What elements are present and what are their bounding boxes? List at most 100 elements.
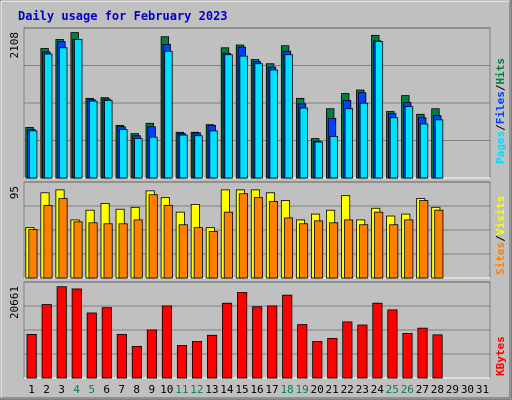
sites-bar xyxy=(298,223,309,279)
kbytes-bar xyxy=(86,312,97,379)
pages-bar xyxy=(269,69,278,179)
x-tick-label: 5 xyxy=(88,383,95,396)
x-tick-label: 28 xyxy=(431,383,444,396)
pages-bar xyxy=(164,50,173,179)
sites-bar xyxy=(344,219,354,279)
pages-bar xyxy=(149,136,158,179)
pages-bar xyxy=(74,39,83,179)
x-tick-label: 19 xyxy=(295,383,308,396)
pages-bar xyxy=(59,47,68,179)
x-tick-label: 9 xyxy=(148,383,155,396)
kbytes-bar xyxy=(282,294,293,379)
pages-bar xyxy=(179,134,188,179)
pages-bar xyxy=(359,102,369,179)
pages-bar xyxy=(44,53,53,179)
visits-sites-bars xyxy=(25,189,444,279)
x-tick-label: 21 xyxy=(326,383,339,396)
sites-bar xyxy=(28,229,38,279)
pages-bar xyxy=(314,141,323,179)
kbytes-bar xyxy=(101,307,112,379)
sites-bar xyxy=(43,204,53,279)
x-tick-label: 12 xyxy=(190,383,203,396)
x-tick-label: 29 xyxy=(446,383,459,396)
kbytes-bar xyxy=(267,305,278,379)
kbytes-bar xyxy=(387,309,398,379)
sites-bar xyxy=(419,200,429,279)
kbytes-bar xyxy=(56,286,67,379)
hits-files-pages-bars xyxy=(25,32,444,179)
x-tick-label: 22 xyxy=(341,383,354,396)
x-tick-label: 1 xyxy=(28,383,35,396)
sites-bar xyxy=(133,219,143,279)
sites-bar xyxy=(88,222,98,279)
y-max-label: 20661 xyxy=(8,286,21,319)
sites-bar xyxy=(118,223,128,279)
kbytes-bar xyxy=(252,306,263,379)
legend-3: KBytes xyxy=(494,336,507,376)
sites-bar xyxy=(434,209,444,279)
x-tick-label: 8 xyxy=(133,383,140,396)
kbytes-bar xyxy=(357,324,368,379)
x-tick-label: 18 xyxy=(280,383,293,396)
sites-bar xyxy=(193,227,203,279)
sites-bar xyxy=(148,194,158,279)
sites-bar xyxy=(103,223,113,279)
x-tick-label: 20 xyxy=(311,383,324,396)
x-tick-label: 14 xyxy=(220,383,234,396)
pages-bar xyxy=(389,117,399,179)
x-tick-label: 2 xyxy=(43,383,50,396)
kbytes-bar xyxy=(191,341,203,379)
kbytes-bar xyxy=(372,302,383,379)
sites-bar xyxy=(268,201,278,279)
pages-bar xyxy=(209,130,218,179)
kbytes-bar xyxy=(327,337,338,379)
chart-title: Daily usage for February 2023 xyxy=(18,9,228,23)
x-tick-label: 24 xyxy=(371,383,385,396)
sites-bar xyxy=(58,198,68,279)
y-max-label: 2108 xyxy=(8,32,21,59)
sites-bar xyxy=(238,193,248,279)
sites-bar xyxy=(253,197,263,279)
sites-bar xyxy=(178,224,188,279)
pages-bar xyxy=(254,63,263,179)
x-tick-label: 25 xyxy=(386,383,399,396)
pages-bar xyxy=(104,100,113,179)
x-tick-label: 27 xyxy=(416,383,429,396)
legend-1: Pages/Files/Hits xyxy=(494,58,507,164)
sites-bar xyxy=(389,224,399,279)
pages-bar xyxy=(374,41,384,179)
x-tick-label: 26 xyxy=(401,383,414,396)
kbytes-bar xyxy=(206,334,218,379)
kbytes-bar xyxy=(297,324,308,379)
pages-bar xyxy=(29,130,38,179)
kbytes-bar xyxy=(402,333,413,379)
pages-bar xyxy=(404,106,414,179)
kbytes-bar xyxy=(41,304,52,379)
kbytes-bar xyxy=(161,305,173,379)
sites-bar xyxy=(404,219,414,279)
x-tick-label: 15 xyxy=(235,383,248,396)
x-tick-label: 6 xyxy=(103,383,110,396)
sites-bar xyxy=(359,224,369,279)
x-tick-label: 7 xyxy=(118,383,125,396)
x-tick-label: 13 xyxy=(205,383,218,396)
kbytes-bar xyxy=(432,334,443,379)
sites-bar xyxy=(223,211,233,279)
pages-bar xyxy=(119,129,128,179)
x-tick-label: 23 xyxy=(356,383,369,396)
pages-bar xyxy=(329,136,338,179)
kbytes-bar xyxy=(237,292,248,379)
x-tick-label: 11 xyxy=(175,383,188,396)
sites-bar xyxy=(314,220,324,279)
x-tick-label: 10 xyxy=(160,383,173,396)
pages-bar xyxy=(239,55,248,179)
pages-bar xyxy=(224,54,233,179)
kbytes-bar xyxy=(26,333,37,379)
kbytes-bar xyxy=(131,345,142,379)
x-tick-label: 30 xyxy=(461,383,474,396)
x-tick-label: 31 xyxy=(476,383,489,396)
kbytes-bar xyxy=(116,333,127,379)
x-tick-label: 4 xyxy=(73,383,80,396)
